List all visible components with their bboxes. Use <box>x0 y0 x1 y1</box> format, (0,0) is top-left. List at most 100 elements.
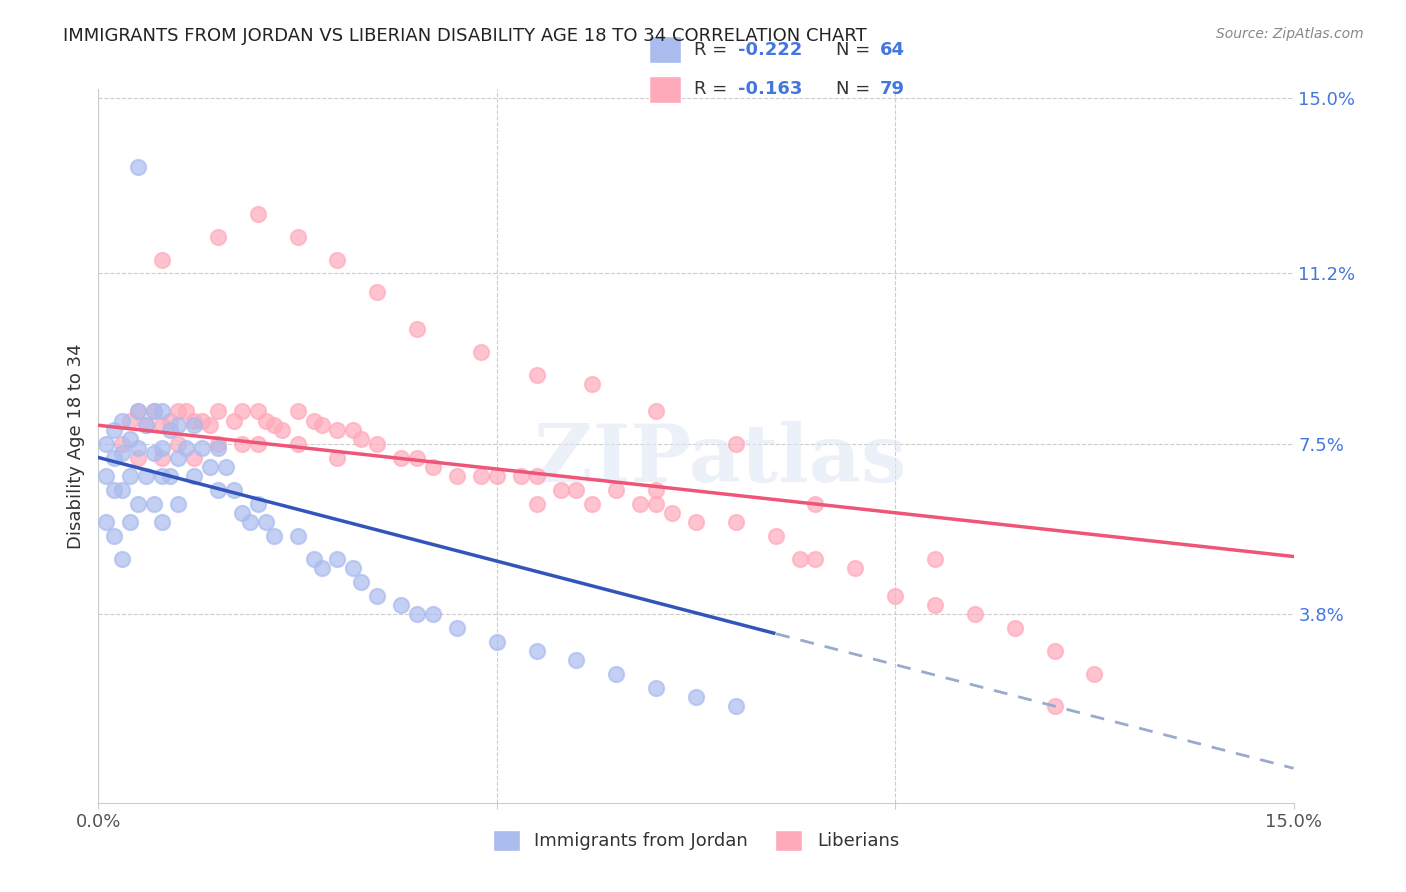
Point <box>326 450 349 465</box>
Point <box>143 497 166 511</box>
Point <box>150 450 173 465</box>
Point <box>127 404 149 418</box>
Point <box>231 404 253 418</box>
Text: R =: R = <box>693 41 733 59</box>
Point <box>239 515 262 529</box>
Point <box>485 634 508 648</box>
Point <box>143 404 166 418</box>
Point <box>422 459 444 474</box>
Point <box>246 206 269 220</box>
Point <box>470 344 492 359</box>
Point <box>127 450 149 465</box>
Point <box>1043 644 1066 658</box>
Point <box>150 418 173 433</box>
Point <box>287 436 309 450</box>
Point <box>509 469 531 483</box>
Point <box>924 598 946 612</box>
Point <box>884 589 907 603</box>
Point <box>311 418 333 433</box>
Point <box>1043 699 1066 714</box>
Point <box>446 469 468 483</box>
Point <box>485 469 508 483</box>
Point <box>350 432 373 446</box>
Point <box>167 404 190 418</box>
Point <box>103 450 125 465</box>
Point <box>246 404 269 418</box>
Point <box>150 404 173 418</box>
Point <box>724 699 747 714</box>
Point <box>645 497 668 511</box>
Point <box>366 589 388 603</box>
Point <box>103 483 125 497</box>
Text: N =: N = <box>835 41 876 59</box>
Point <box>645 404 668 418</box>
Point <box>263 418 285 433</box>
Point <box>207 436 229 450</box>
Text: R =: R = <box>693 80 733 98</box>
Point <box>207 229 229 244</box>
Point <box>127 404 149 418</box>
Point <box>446 621 468 635</box>
Point <box>127 497 149 511</box>
Point <box>183 469 205 483</box>
Point <box>406 450 429 465</box>
Point <box>143 404 166 418</box>
Point <box>159 469 181 483</box>
Point <box>685 690 707 704</box>
Point <box>526 644 548 658</box>
Point <box>342 423 364 437</box>
Text: Source: ZipAtlas.com: Source: ZipAtlas.com <box>1216 27 1364 41</box>
Text: 64: 64 <box>880 41 905 59</box>
Point <box>526 497 548 511</box>
Text: -0.222: -0.222 <box>738 41 803 59</box>
Point <box>1083 666 1105 681</box>
Point <box>150 469 173 483</box>
Point <box>103 423 125 437</box>
Point <box>183 418 205 433</box>
Point <box>526 368 548 382</box>
Point <box>550 483 572 497</box>
Point <box>103 529 125 543</box>
Point <box>135 418 157 433</box>
Point <box>287 404 309 418</box>
Point <box>207 404 229 418</box>
Point <box>135 469 157 483</box>
Point <box>685 515 707 529</box>
Point <box>174 442 197 456</box>
Point <box>804 551 827 566</box>
Point <box>111 551 134 566</box>
Point <box>120 515 142 529</box>
Point <box>628 497 651 511</box>
Point <box>470 469 492 483</box>
Point <box>422 607 444 621</box>
Point <box>350 574 373 589</box>
Point <box>96 515 118 529</box>
Point <box>191 442 214 456</box>
FancyBboxPatch shape <box>650 76 681 103</box>
Point <box>231 506 253 520</box>
Point <box>581 497 603 511</box>
Point <box>406 321 429 335</box>
Text: -0.163: -0.163 <box>738 80 803 98</box>
Point <box>159 414 181 428</box>
Point <box>120 432 142 446</box>
Point <box>222 483 245 497</box>
Point <box>366 436 388 450</box>
Point <box>1004 621 1026 635</box>
Point <box>605 483 627 497</box>
Point <box>406 607 429 621</box>
Text: N =: N = <box>835 80 876 98</box>
Point <box>287 529 309 543</box>
Point <box>231 436 253 450</box>
Point <box>963 607 986 621</box>
Point <box>645 681 668 695</box>
Point <box>302 551 325 566</box>
Point <box>127 442 149 456</box>
Point <box>565 653 588 667</box>
FancyBboxPatch shape <box>650 36 681 63</box>
Legend: Immigrants from Jordan, Liberians: Immigrants from Jordan, Liberians <box>485 822 907 858</box>
Point <box>765 529 787 543</box>
Point <box>135 418 157 433</box>
Point <box>526 469 548 483</box>
Point <box>150 252 173 267</box>
